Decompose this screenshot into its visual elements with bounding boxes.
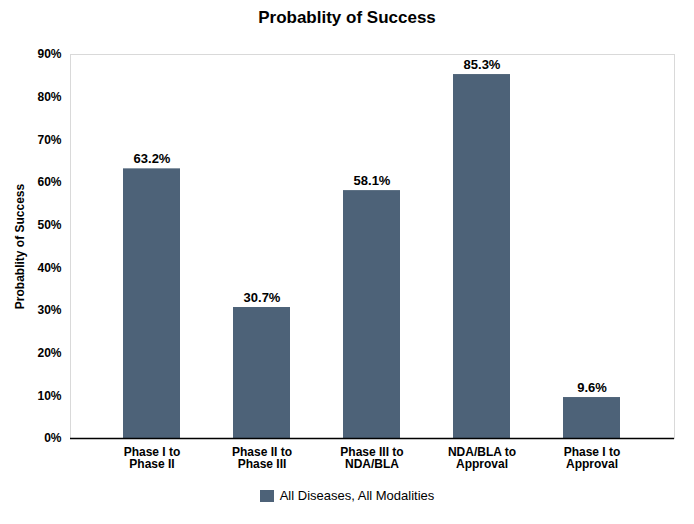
html-text:Probablity of Success: Probablity of Success xyxy=(258,8,436,27)
svg-text:Phase II toPhase III: Phase II toPhase III xyxy=(232,445,292,471)
svg-text:20%: 20% xyxy=(37,346,61,360)
svg-text:Probablity of Success: Probablity of Success xyxy=(13,183,27,309)
svg-text:80%: 80% xyxy=(37,90,61,104)
svg-text:50%: 50% xyxy=(37,218,61,232)
svg-text:70%: 70% xyxy=(37,133,61,147)
html-text:All Diseases, All Modalities: All Diseases, All Modalities xyxy=(279,488,435,503)
svg-text:30.7%: 30.7% xyxy=(244,290,281,305)
svg-text:85.3%: 85.3% xyxy=(464,57,501,72)
svg-text:9.6%: 9.6% xyxy=(577,380,607,395)
svg-text:60%: 60% xyxy=(37,175,61,189)
svg-text:30%: 30% xyxy=(37,303,61,317)
svg-text:58.1%: 58.1% xyxy=(354,173,391,188)
svg-text:NDA/BLA toApproval: NDA/BLA toApproval xyxy=(448,445,516,471)
svg-text:10%: 10% xyxy=(37,389,61,403)
svg-text:40%: 40% xyxy=(37,261,61,275)
svg-text:0%: 0% xyxy=(44,431,62,445)
svg-text:Phase III toNDA/BLA: Phase III toNDA/BLA xyxy=(340,445,403,471)
svg-text:Phase I toApproval: Phase I toApproval xyxy=(564,445,621,471)
svg-text:90%: 90% xyxy=(37,47,61,61)
svg-text:Phase I toPhase II: Phase I toPhase II xyxy=(124,445,181,471)
svg-text:63.2%: 63.2% xyxy=(134,151,171,166)
